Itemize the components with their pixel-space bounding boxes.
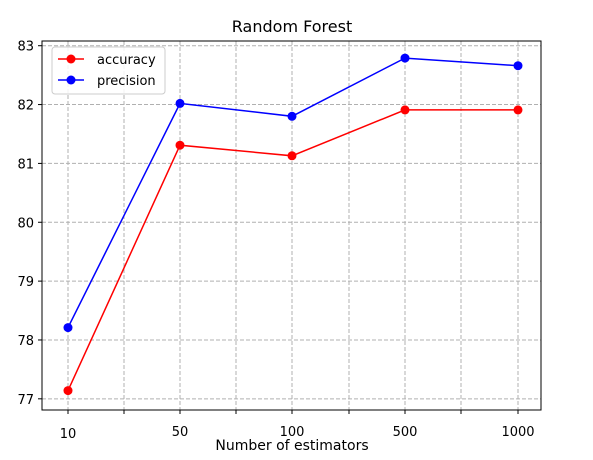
y-tick-label: 83 bbox=[17, 40, 34, 55]
data-point-precision bbox=[63, 323, 73, 333]
data-point-accuracy bbox=[400, 105, 410, 115]
y-tick-label: 79 bbox=[17, 275, 34, 290]
data-point-accuracy bbox=[513, 105, 523, 115]
y-tick-label: 81 bbox=[17, 157, 34, 172]
y-tick-label: 78 bbox=[17, 334, 34, 349]
x-tick-label: 10 bbox=[60, 427, 77, 442]
x-tick-label: 1000 bbox=[501, 425, 534, 440]
data-point-accuracy bbox=[63, 386, 73, 396]
data-point-precision bbox=[400, 53, 410, 63]
x-axis: 10 50 100 500 1000 bbox=[60, 410, 535, 442]
legend-marker-precision bbox=[66, 75, 76, 85]
legend-item-accuracy: accuracy bbox=[58, 53, 156, 68]
legend-item-precision: precision bbox=[58, 74, 156, 89]
x-tick-label: 50 bbox=[172, 425, 189, 440]
data-point-accuracy bbox=[175, 140, 185, 150]
data-point-precision bbox=[287, 111, 297, 121]
legend-label-precision: precision bbox=[97, 74, 156, 89]
data-point-precision bbox=[175, 98, 185, 108]
x-tick-label: 100 bbox=[280, 425, 305, 440]
data-point-precision bbox=[513, 61, 523, 71]
series-layer bbox=[63, 53, 523, 396]
x-tick-label: 500 bbox=[393, 425, 418, 440]
legend-marker-accuracy bbox=[66, 54, 76, 64]
legend: accuracy precision bbox=[51, 46, 166, 95]
y-axis: 77 78 79 80 81 82 83 bbox=[17, 40, 42, 408]
y-tick-label: 77 bbox=[17, 393, 34, 408]
legend-label-accuracy: accuracy bbox=[97, 53, 156, 68]
x-axis-label: Number of estimators bbox=[215, 438, 368, 454]
y-tick-label: 80 bbox=[17, 216, 34, 231]
chart-title: Random Forest bbox=[232, 17, 352, 36]
y-tick-label: 82 bbox=[17, 99, 34, 114]
data-point-accuracy bbox=[287, 151, 297, 161]
